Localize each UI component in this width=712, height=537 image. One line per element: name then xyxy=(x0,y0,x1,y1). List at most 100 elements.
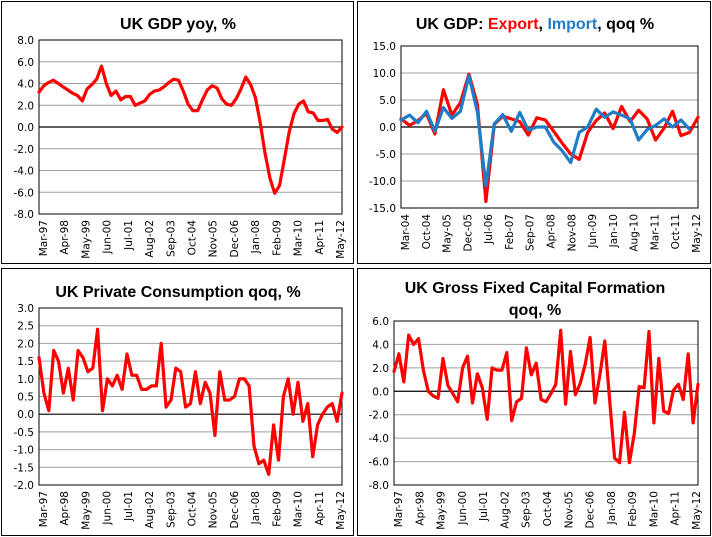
y-tick-label: 4.0 xyxy=(17,79,34,91)
y-tick-label: 0.5 xyxy=(17,392,34,404)
series-line-gdp-yoy xyxy=(37,64,344,195)
x-tick-label: Mar-97 xyxy=(38,220,50,256)
y-tick-label: -15.0 xyxy=(369,203,396,215)
chart-title: UK Private Consumption qoq, % xyxy=(55,284,300,301)
series-line-import xyxy=(399,74,692,188)
series-line-export xyxy=(399,72,700,204)
x-tick-label: Jan-10 xyxy=(608,214,620,248)
y-tick-label: -1.0 xyxy=(14,445,35,457)
x-tick-label: Feb-09 xyxy=(271,491,283,527)
x-tick-label: Jul-01 xyxy=(478,491,490,522)
title-part-sep: , xyxy=(539,16,548,33)
x-tick-label: Mar-04 xyxy=(400,214,412,251)
chart-panel-gfcf: UK Gross Fixed Capital Formation qoq, % … xyxy=(357,268,711,536)
x-tick-label: Oct-04 xyxy=(421,214,433,250)
x-tick-label: Aug-02 xyxy=(144,491,156,529)
x-tick-label: May-12 xyxy=(335,491,347,530)
title-part-export: Export xyxy=(488,16,539,33)
y-tick-label: -4.0 xyxy=(369,433,390,445)
x-tick-label: Jun-09 xyxy=(587,214,599,249)
x-tick-label: Apr-08 xyxy=(546,214,558,249)
x-tick-label: May-99 xyxy=(80,220,92,259)
y-tick-label: -2.0 xyxy=(14,480,35,492)
chart-panel-private-consumption: UK Private Consumption qoq, % 3.0 2.5 2.0 1… xyxy=(1,268,354,536)
y-tick-label: -6.0 xyxy=(14,187,35,199)
x-tick-label: Jul-01 xyxy=(123,220,135,251)
title-part-gdp: UK GDP: xyxy=(416,16,488,33)
y-tick-label: 8.0 xyxy=(17,35,34,47)
y-tick-label: -10.0 xyxy=(369,176,396,188)
chart-gfcf: UK Gross Fixed Capital Formation qoq, % … xyxy=(369,280,704,530)
x-tick-label: Nov-08 xyxy=(566,214,578,251)
x-tick-label: Mar-10 xyxy=(293,220,305,256)
chart-panel-export-import: UK GDP: Export, Import, qoq % 15.0 10.0 5.… xyxy=(357,1,711,264)
x-tick-label: Dec-06 xyxy=(229,220,241,258)
x-tick-label: Apr-11 xyxy=(670,491,682,526)
x-tick-label: Oct-04 xyxy=(542,491,554,527)
y-tick-label: 1.5 xyxy=(17,356,34,368)
y-tick-label: 5.0 xyxy=(379,95,396,107)
y-tick-label: 3.0 xyxy=(17,303,34,315)
x-tick-label: Aug-02 xyxy=(499,491,511,529)
x-tick-label: Jan-08 xyxy=(250,491,262,525)
x-tick-label: Jul-01 xyxy=(123,491,135,522)
x-tick-label: Nov-05 xyxy=(563,491,575,528)
x-tick-label: Aug-10 xyxy=(629,214,641,252)
x-tick-label: Dec-06 xyxy=(229,491,241,529)
x-tick-label: Jul-06 xyxy=(483,214,495,245)
title-part-import: Import xyxy=(547,16,597,33)
x-tick-label: Oct-04 xyxy=(187,220,199,256)
title-part-qoq: , qoq % xyxy=(597,16,654,33)
x-tick-label: Apr-98 xyxy=(414,491,426,526)
chart-title-line-1: UK Gross Fixed Capital Formation xyxy=(405,280,665,297)
x-tick-label: Feb-07 xyxy=(504,214,516,250)
x-tick-label: Jun-00 xyxy=(102,220,114,255)
y-tick-label: 2.5 xyxy=(17,321,34,333)
x-tick-label: Apr-11 xyxy=(314,491,326,526)
y-tick-label: -8.0 xyxy=(14,209,35,221)
x-tick-label: Aug-02 xyxy=(144,220,156,258)
y-tick-label: 4.0 xyxy=(372,339,389,351)
y-tick-label: -4.0 xyxy=(14,166,35,178)
chart-title: UK GDP: Export, Import, qoq % xyxy=(416,16,654,33)
x-tick-label: Mar-11 xyxy=(649,214,661,250)
x-tick-label: Feb-09 xyxy=(271,220,283,256)
x-tick-label: Jan-08 xyxy=(606,491,618,525)
x-tick-label: May-99 xyxy=(80,491,92,530)
x-tick-label: Dec-06 xyxy=(585,491,597,529)
x-tick-label: Nov-05 xyxy=(208,491,220,528)
x-tick-label: Mar-97 xyxy=(38,491,50,527)
chart-title: UK GDP yoy, % xyxy=(120,16,236,33)
x-tick-label: Apr-98 xyxy=(59,491,71,526)
y-tick-label: -8.0 xyxy=(369,480,390,492)
series-line-private-consumption xyxy=(37,327,344,476)
x-tick-label: Jan-08 xyxy=(250,220,262,254)
y-tick-label: -5.0 xyxy=(376,149,397,161)
plot-area-border xyxy=(393,320,699,486)
y-tick-label: 0.0 xyxy=(17,122,34,134)
y-tick-label: -2.0 xyxy=(14,144,35,156)
chart-export-import: UK GDP: Export, Import, qoq % 15.0 10.0 5.… xyxy=(369,16,703,253)
x-tick-label: Oct-11 xyxy=(670,214,682,249)
chart-gdp-yoy: UK GDP yoy, % 8.0 6.0 4.0 2.0 0.0 -2.0 -4.0 -6.… xyxy=(14,16,348,259)
x-tick-label: Mar-10 xyxy=(648,491,660,527)
x-tick-label: May-12 xyxy=(335,220,347,259)
x-tick-label: May-99 xyxy=(436,491,448,530)
y-tick-label: -0.5 xyxy=(14,427,35,439)
y-tick-label: 15.0 xyxy=(373,41,396,53)
x-tick-label: Oct-04 xyxy=(187,491,199,527)
x-tick-label: Mar-97 xyxy=(393,491,405,527)
y-tick-label: -1.5 xyxy=(14,462,35,474)
x-tick-label: Apr-11 xyxy=(314,220,326,255)
y-tick-label: 10.0 xyxy=(373,68,396,80)
y-tick-label: 6.0 xyxy=(17,57,34,69)
x-tick-label: Sep-03 xyxy=(165,220,177,257)
x-tick-label: Feb-09 xyxy=(627,491,639,527)
x-tick-label: May-12 xyxy=(691,214,703,253)
y-tick-label: 1.0 xyxy=(17,374,34,386)
chart-private-consumption: UK Private Consumption qoq, % 3.0 2.5 2.0 1… xyxy=(14,284,348,530)
series-line-gfcf xyxy=(392,328,700,465)
x-tick-label: Jun-00 xyxy=(102,491,114,526)
chart-panel-gdp-yoy: UK GDP yoy, % 8.0 6.0 4.0 2.0 0.0 -2.0 -4.0 -6.… xyxy=(1,1,354,264)
x-tick-label: May-05 xyxy=(442,214,454,253)
